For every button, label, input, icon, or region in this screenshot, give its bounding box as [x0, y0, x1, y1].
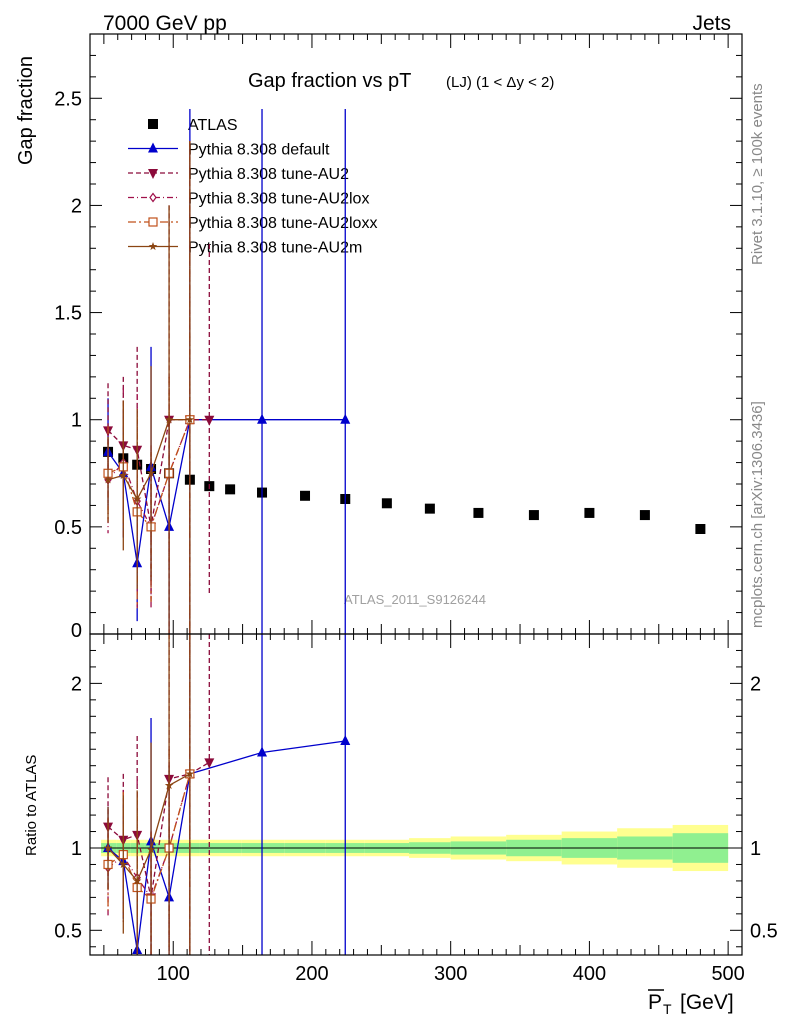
x-tick-label: 200: [295, 963, 328, 985]
main-series-au2lox: [104, 141, 194, 634]
y-tick-label: 1.5: [54, 303, 82, 325]
data-point: [164, 415, 174, 424]
y-tick-label-left: 0.5: [54, 920, 82, 942]
x-tick-label: 400: [573, 963, 606, 985]
y-tick-label-right: 1: [750, 838, 761, 860]
legend-marker: [148, 242, 158, 251]
data-point: [340, 413, 351, 424]
x-tick-label: 500: [711, 963, 744, 985]
ratio-series-default: [103, 634, 351, 955]
legend-marker: [148, 119, 158, 129]
analysis-watermark: ATLAS_2011_S9126244: [344, 592, 486, 607]
ratio-series-au2lox: [104, 634, 194, 955]
x-tick-label: 100: [157, 963, 190, 985]
data-point-atlas: [424, 503, 435, 514]
main-series-au2m: [103, 141, 195, 634]
x-tick-label: 300: [434, 963, 467, 985]
legend-entry-default: Pythia 8.308 default: [128, 142, 330, 159]
mcplots-label: mcplots.cern.ch [arXiv:1306.3436]: [749, 401, 766, 628]
header-right: Jets: [692, 12, 731, 35]
data-point: [164, 780, 174, 790]
data-point: [204, 415, 215, 426]
legend-entry-au2loxx: Pythia 8.308 tune-AU2loxx: [128, 215, 377, 232]
ratio-frame: [89, 633, 743, 956]
series-line: [107, 740, 346, 951]
legend-marker: [148, 169, 158, 179]
y-tick-label-right: 2: [750, 673, 761, 695]
main-series-atlas: [103, 446, 706, 534]
ratio-series-au2loxx: [103, 634, 195, 955]
legend-entry-au2: Pythia 8.308 tune-AU2: [128, 166, 349, 183]
legend-label: Pythia 8.308 tune-AU2: [188, 166, 349, 183]
data-point: [257, 746, 268, 757]
y-tick-label-left: 1: [71, 838, 82, 860]
data-point-atlas: [528, 510, 539, 521]
data-point: [103, 475, 113, 484]
ratio-series-au2m: [103, 634, 195, 955]
data-point-atlas: [300, 490, 311, 501]
data-point: [103, 843, 113, 852]
main-series-default: [103, 109, 351, 634]
main-ylabel: Gap fraction: [15, 56, 37, 165]
x-axis: 100 200 300 400 500: [103, 34, 745, 985]
legend-label: Pythia 8.308 default: [188, 142, 330, 159]
data-point: [340, 735, 351, 745]
y-tick-label: 2.5: [54, 88, 82, 110]
y-tick-label: 2: [71, 195, 82, 217]
data-point: [185, 769, 195, 778]
legend-marker: [148, 142, 158, 153]
series-line: [107, 773, 191, 899]
xlabel-sub: T: [663, 1001, 672, 1017]
data-point: [132, 494, 142, 503]
y-tick-label: 1: [71, 410, 82, 432]
legend-marker: [148, 217, 158, 227]
legend-label: Pythia 8.308 tune-AU2loxx: [188, 215, 377, 232]
series-line: [107, 419, 191, 529]
data-point: [132, 876, 142, 885]
main-title: Gap fraction vs pT: [248, 70, 411, 92]
legend-label: Pythia 8.308 tune-AU2m: [188, 240, 362, 257]
xlabel: P: [648, 991, 662, 1014]
data-point-atlas: [584, 507, 595, 518]
data-point: [119, 470, 128, 480]
series-line: [107, 419, 190, 501]
legend: ATLAS Pythia 8.308 default Pythia 8.308 tu…: [128, 117, 377, 257]
y-tick-label-zero: 0: [71, 620, 82, 642]
header-left: 7000 GeV pp: [103, 12, 227, 35]
data-point-atlas: [639, 510, 650, 521]
main-y-axis: 0.5 1 1.5 2 2.5 0: [54, 54, 742, 642]
data-point: [119, 860, 128, 869]
data-point: [185, 415, 195, 424]
data-point-atlas: [381, 498, 392, 509]
rivet-label: Rivet 3.1.10, ≥ 100k events: [749, 83, 766, 265]
legend-label: ATLAS: [188, 117, 238, 134]
main-series-au2loxx: [103, 141, 195, 634]
y-tick-label-left: 2: [71, 673, 82, 695]
data-point: [257, 413, 268, 424]
data-point-atlas: [225, 484, 236, 495]
y-tick-label-right: 0.5: [750, 920, 778, 942]
data-point-atlas: [473, 507, 484, 518]
legend-entry-au2lox: Pythia 8.308 tune-AU2lox: [128, 191, 369, 208]
data-point: [204, 758, 215, 769]
legend-entry-atlas: ATLAS: [148, 117, 238, 134]
series-line: [107, 773, 191, 883]
main-title-sub: (LJ) (1 < Δy < 2): [446, 74, 554, 91]
ratio-ylabel: Ratio to ATLAS: [23, 755, 40, 856]
ratio-plot-area: [90, 824, 742, 872]
data-point-atlas: [695, 524, 706, 534]
y-tick-label: 0.5: [54, 517, 82, 539]
series-line: [107, 419, 346, 564]
legend-entry-au2m: Pythia 8.308 tune-AU2m: [128, 240, 362, 257]
data-point: [146, 468, 156, 477]
data-point: [146, 845, 156, 854]
xlabel-unit: [GeV]: [680, 991, 734, 1014]
ratio-y-axis: 0.5 0.5 1 1 2 2: [54, 649, 778, 948]
ratio-series-au2: [103, 634, 215, 955]
legend-marker: [149, 192, 157, 203]
legend-label: Pythia 8.308 tune-AU2lox: [188, 191, 369, 208]
